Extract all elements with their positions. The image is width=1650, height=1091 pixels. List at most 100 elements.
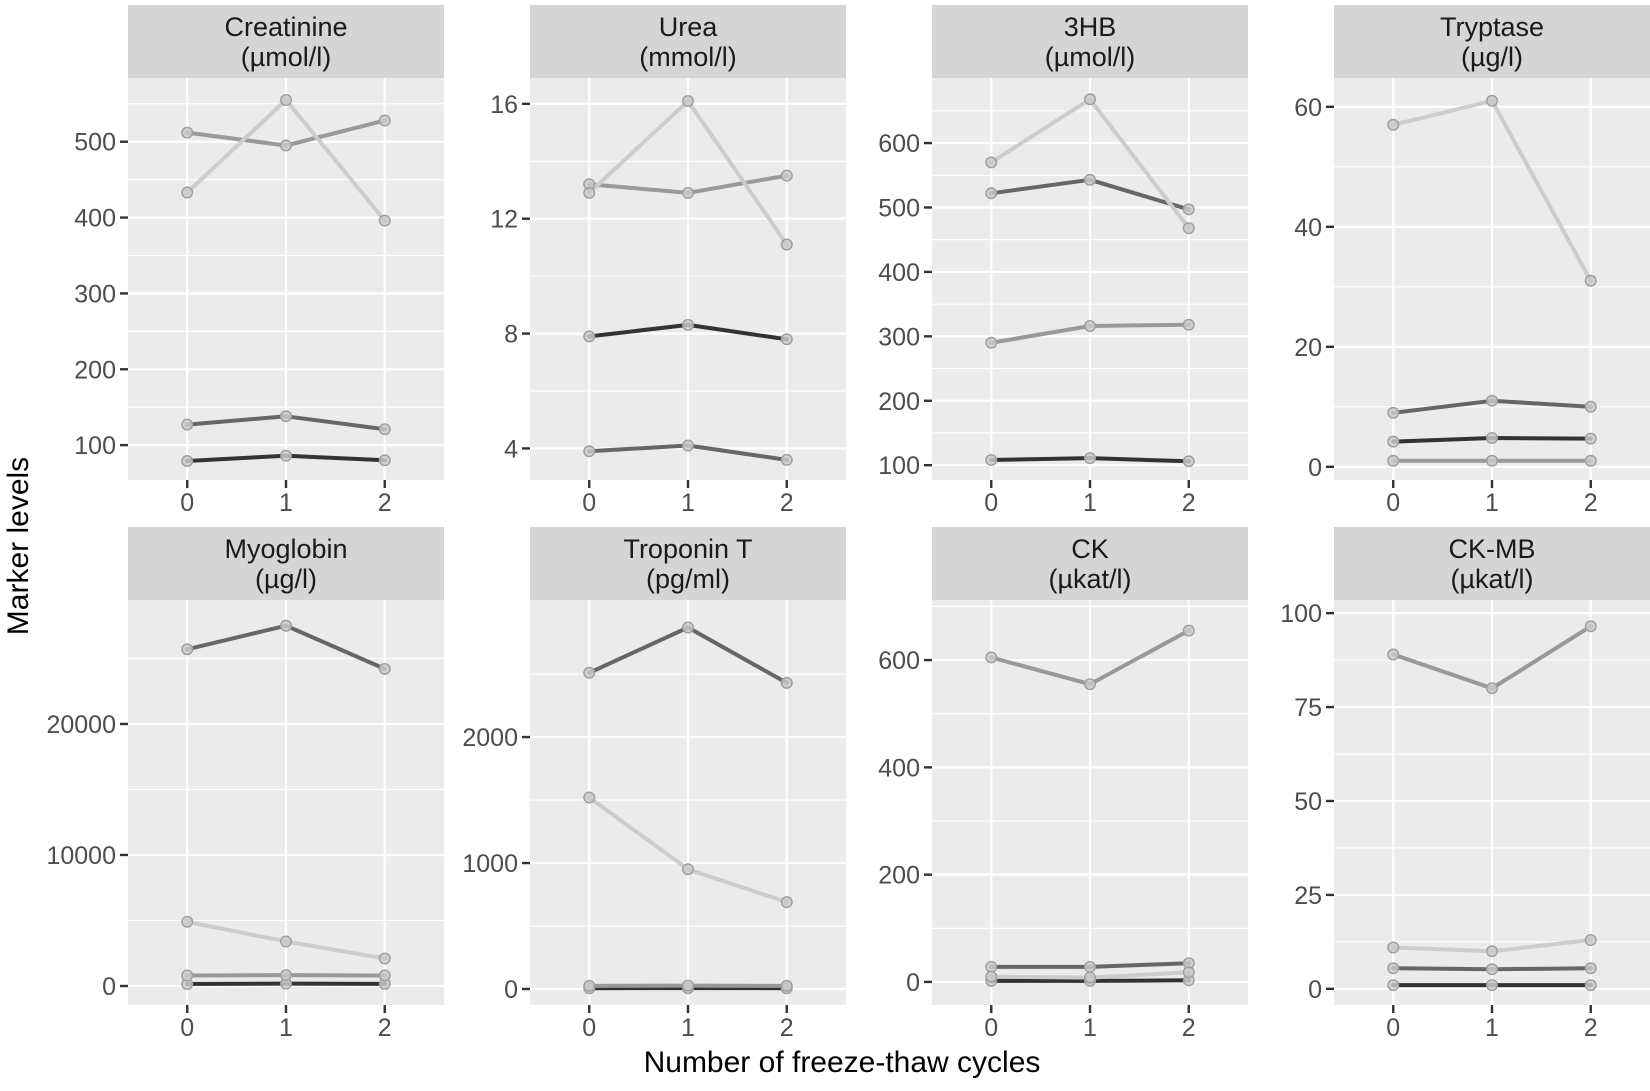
x-tick-mark xyxy=(284,1005,288,1013)
facet-title: Creatinine xyxy=(224,12,347,42)
y-tick-label: 300 xyxy=(74,280,116,308)
data-point xyxy=(1387,941,1400,954)
y-tick-mark xyxy=(924,463,932,467)
y-tick-label: 20 xyxy=(1294,334,1322,362)
data-point xyxy=(378,969,391,982)
x-tick-label: 0 xyxy=(180,1014,194,1042)
data-point xyxy=(583,445,596,458)
y-tick-mark xyxy=(120,443,128,447)
data-point xyxy=(1485,963,1498,976)
facet-title: Myoglobin xyxy=(224,534,347,564)
y-tick-mark xyxy=(120,984,128,988)
data-point xyxy=(378,214,391,227)
facet-unit: (mmol/l) xyxy=(639,42,736,72)
y-tick-label: 400 xyxy=(74,205,116,233)
data-point xyxy=(1182,455,1195,468)
x-tick-label: 0 xyxy=(180,489,194,517)
data-point xyxy=(583,186,596,199)
data-point xyxy=(181,969,194,982)
x-tick-label: 1 xyxy=(1083,489,1097,517)
x-tick-label: 2 xyxy=(780,489,794,517)
x-axis-title: Number of freeze-thaw cycles xyxy=(643,1046,1041,1079)
data-point xyxy=(681,979,694,992)
data-point xyxy=(1485,945,1498,958)
x-tick-label: 1 xyxy=(279,489,293,517)
y-tick-label: 0 xyxy=(1308,976,1322,1004)
y-tick-label: 20000 xyxy=(46,711,116,739)
facet-unit: (µkat/l) xyxy=(1450,564,1533,594)
panel-ck-mb: CK-MB(µkat/l) 0 25 50 75 100 0 1 2 xyxy=(1280,527,1650,1042)
data-point xyxy=(1584,274,1597,287)
data-point xyxy=(583,979,596,992)
x-tick-mark xyxy=(1392,1005,1395,1013)
data-point xyxy=(583,666,596,679)
data-point xyxy=(1584,432,1597,445)
data-point xyxy=(681,621,694,634)
x-tick-mark xyxy=(990,480,993,488)
data-point xyxy=(780,333,793,346)
data-point xyxy=(1083,971,1096,984)
data-point xyxy=(1387,435,1400,448)
data-point xyxy=(1083,93,1096,106)
x-tick-label: 2 xyxy=(1182,1014,1196,1042)
y-tick-mark xyxy=(924,206,932,209)
y-tick-mark xyxy=(1326,799,1334,803)
y-tick-label: 0 xyxy=(102,973,116,1001)
data-point xyxy=(378,454,391,467)
data-point xyxy=(1584,454,1597,467)
y-tick-label: 200 xyxy=(878,862,920,890)
data-point xyxy=(1083,173,1096,186)
data-point xyxy=(681,863,694,876)
panel-3hb: 3HB(µmol/l) 100 200 300 400 500 600 0 1 2 xyxy=(878,5,1248,517)
y-tick-mark xyxy=(120,140,128,143)
x-tick-mark xyxy=(186,480,189,488)
y-tick-mark xyxy=(1326,345,1334,348)
x-tick-label: 1 xyxy=(1083,1014,1097,1042)
data-point xyxy=(985,454,998,467)
y-tick-mark xyxy=(120,722,128,726)
y-tick-mark xyxy=(522,987,530,991)
x-tick-label: 0 xyxy=(1386,489,1400,517)
y-tick-label: 50 xyxy=(1294,788,1322,816)
data-point xyxy=(1485,682,1498,695)
data-point xyxy=(1182,318,1195,331)
data-point xyxy=(1387,406,1400,419)
y-tick-mark xyxy=(1326,893,1334,897)
data-point xyxy=(985,187,998,200)
facet-strip xyxy=(1334,5,1650,78)
x-tick-label: 1 xyxy=(1485,489,1499,517)
x-tick-mark xyxy=(186,1005,189,1013)
data-point xyxy=(1387,962,1400,975)
y-tick-label: 100 xyxy=(878,452,920,480)
x-tick-mark xyxy=(588,480,591,488)
y-tick-label: 600 xyxy=(878,130,920,158)
x-tick-mark xyxy=(1088,1005,1092,1013)
x-tick-label: 0 xyxy=(1386,1014,1400,1042)
x-tick-label: 2 xyxy=(780,1014,794,1042)
data-point xyxy=(780,169,793,182)
data-point xyxy=(1584,934,1597,947)
data-point xyxy=(1083,678,1096,691)
y-tick-mark xyxy=(120,853,128,857)
x-tick-mark xyxy=(785,480,788,488)
data-point xyxy=(1182,624,1195,637)
facet-title: 3HB xyxy=(1064,12,1117,42)
x-tick-label: 2 xyxy=(378,489,392,517)
y-tick-mark xyxy=(924,141,932,145)
facet-strip xyxy=(1334,527,1650,600)
y-tick-label: 0 xyxy=(906,969,920,997)
data-point xyxy=(279,139,292,152)
x-tick-label: 0 xyxy=(582,489,596,517)
y-tick-label: 500 xyxy=(878,194,920,222)
y-tick-mark xyxy=(924,335,932,338)
y-tick-mark xyxy=(522,861,530,865)
data-point xyxy=(583,330,596,343)
y-tick-label: 200 xyxy=(878,388,920,416)
x-tick-label: 2 xyxy=(378,1014,392,1042)
facet-unit: (µkat/l) xyxy=(1048,564,1131,594)
facet-strip xyxy=(530,5,846,78)
data-point xyxy=(681,318,694,331)
x-tick-mark xyxy=(1392,480,1395,488)
facet-title: Urea xyxy=(659,12,719,42)
data-point xyxy=(1387,979,1400,992)
